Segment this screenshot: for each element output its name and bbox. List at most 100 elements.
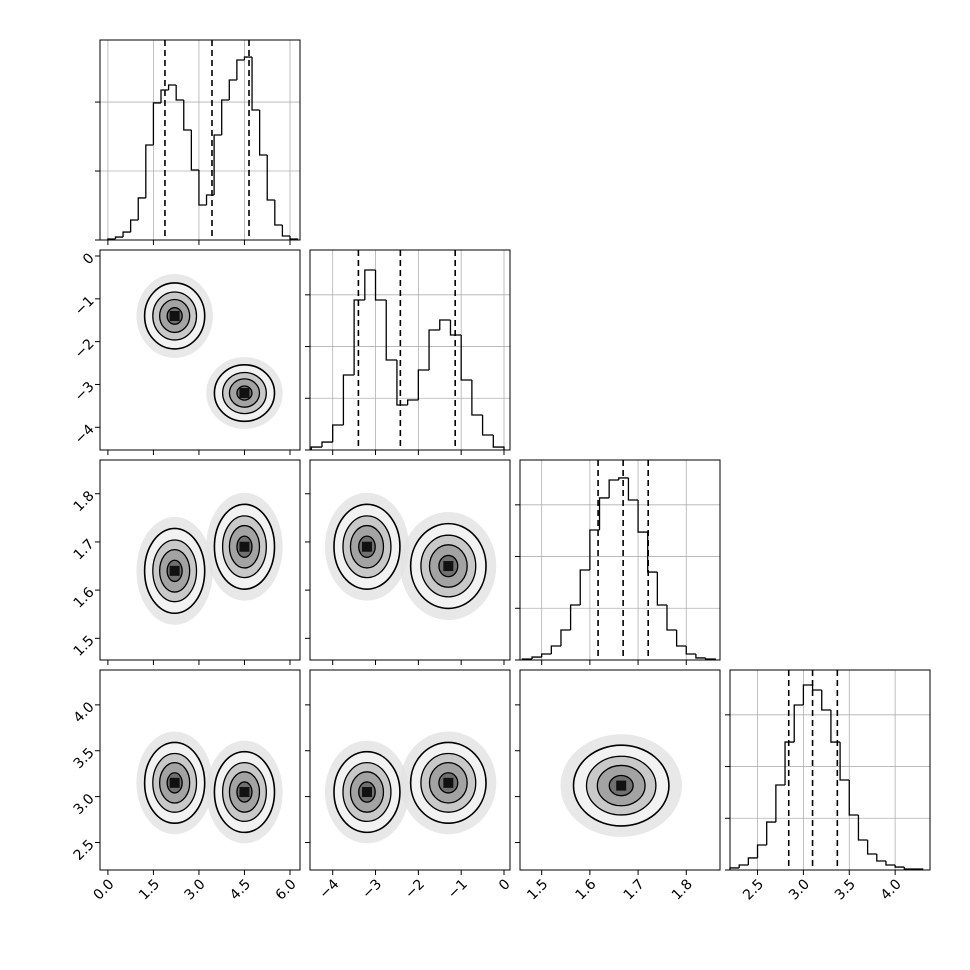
histogram-step <box>190 130 199 171</box>
histogram-step <box>251 57 260 111</box>
histogram-step <box>310 446 322 450</box>
histogram-step <box>167 84 177 90</box>
histogram-step <box>666 605 677 631</box>
histogram-step <box>471 380 483 416</box>
histogram-step <box>848 780 859 816</box>
histogram-step <box>627 477 639 501</box>
panel-background <box>100 250 300 450</box>
histogram-step <box>266 155 275 201</box>
y-tick-label: −2 <box>72 336 98 362</box>
histogram-step <box>145 144 154 198</box>
y-tick-label: −3 <box>72 379 98 405</box>
histogram-step <box>228 79 237 100</box>
x-tick-label: 3.5 <box>832 876 859 903</box>
histogram-step <box>738 864 749 868</box>
y-tick-label: 0 <box>80 250 98 268</box>
histogram-step <box>449 320 462 336</box>
y-tick-label: 1.6 <box>71 584 98 611</box>
histogram-step <box>428 329 440 370</box>
x-tick-label: 0 <box>496 876 514 894</box>
density <box>324 731 497 844</box>
panel-background <box>100 40 300 240</box>
y-tick-label: 1.7 <box>71 536 98 563</box>
histogram-step <box>598 497 610 530</box>
panel <box>305 249 511 455</box>
histogram-step <box>775 784 786 823</box>
cluster-peak <box>443 777 454 788</box>
y-tick-label: 1.8 <box>71 488 98 515</box>
histogram-step <box>784 741 795 785</box>
cluster-peak <box>169 310 180 321</box>
histogram-step <box>685 646 696 655</box>
histogram-step <box>130 219 139 233</box>
histogram-step <box>766 821 776 845</box>
histogram-step <box>114 236 124 239</box>
histogram-step <box>531 656 542 659</box>
y-tick-label: −1 <box>72 293 98 319</box>
histogram-step <box>560 629 571 647</box>
panel: −4 −3 −2 −1 0 <box>305 669 514 902</box>
cluster-peak <box>239 388 250 399</box>
x-tick-label: 4.0 <box>878 876 905 903</box>
histogram-step <box>281 225 290 237</box>
density <box>324 492 497 620</box>
histogram-step <box>695 653 706 659</box>
panel: −4 −3 −2 −1 0 <box>72 249 301 455</box>
cluster-peak <box>616 780 627 791</box>
panel-background <box>310 250 510 450</box>
panel <box>515 459 721 665</box>
x-tick-label: −2 <box>402 876 428 902</box>
x-tick-label: 6.0 <box>273 876 300 903</box>
panel-background <box>730 670 930 870</box>
histogram-step <box>321 441 333 448</box>
x-tick-label: 1.7 <box>621 876 648 903</box>
cluster-peak <box>169 565 180 576</box>
histogram-step <box>481 415 494 436</box>
x-tick-label: −4 <box>316 876 342 902</box>
panel <box>305 459 511 665</box>
x-tick-label: 1.5 <box>136 876 163 903</box>
cluster-peak <box>361 787 372 798</box>
histogram-step <box>756 844 767 858</box>
histogram-step <box>492 435 505 450</box>
histogram-step <box>417 369 430 400</box>
y-tick-label: 1.5 <box>71 633 98 660</box>
panel-frame <box>729 669 931 871</box>
x-tick-label: 4.5 <box>227 876 254 903</box>
cluster-peak <box>239 787 250 798</box>
histogram-step <box>460 335 472 381</box>
histogram-step <box>589 529 600 570</box>
histogram-step <box>289 236 299 240</box>
panel-frame <box>309 249 511 451</box>
x-tick-label: 1.8 <box>669 876 696 903</box>
panel-frame <box>519 459 721 661</box>
histogram-step <box>550 645 561 654</box>
histogram-step <box>439 319 451 330</box>
panel: 0.0 1.5 3.0 4.5 6.0 2.5 3.0 3.5 4.0 <box>71 669 301 903</box>
panel-background <box>520 460 720 660</box>
cluster-peak <box>239 541 250 552</box>
histogram-step <box>579 569 590 605</box>
density <box>136 492 283 625</box>
histogram-step <box>675 630 687 647</box>
histogram-step <box>903 867 914 870</box>
x-tick-label: 3.0 <box>786 876 813 903</box>
histogram-step <box>183 100 192 131</box>
y-tick-label: 4.0 <box>71 699 98 726</box>
panel-frame <box>99 669 301 871</box>
histogram-step <box>618 477 629 480</box>
density <box>136 731 283 844</box>
panel: 1.5 1.6 1.7 1.8 <box>71 459 301 665</box>
histogram-step <box>353 299 365 375</box>
cluster-peak <box>443 561 454 572</box>
histogram-step <box>876 853 886 862</box>
histogram-step <box>396 360 408 406</box>
histogram-step <box>857 815 868 841</box>
histogram-step <box>160 89 169 103</box>
cluster-peak <box>361 541 372 552</box>
histogram-step <box>137 197 146 220</box>
histogram-step <box>374 270 387 301</box>
x-tick-label: 1.6 <box>572 876 599 903</box>
histogram-step <box>802 684 813 705</box>
y-tick-label: 3.5 <box>71 745 98 772</box>
